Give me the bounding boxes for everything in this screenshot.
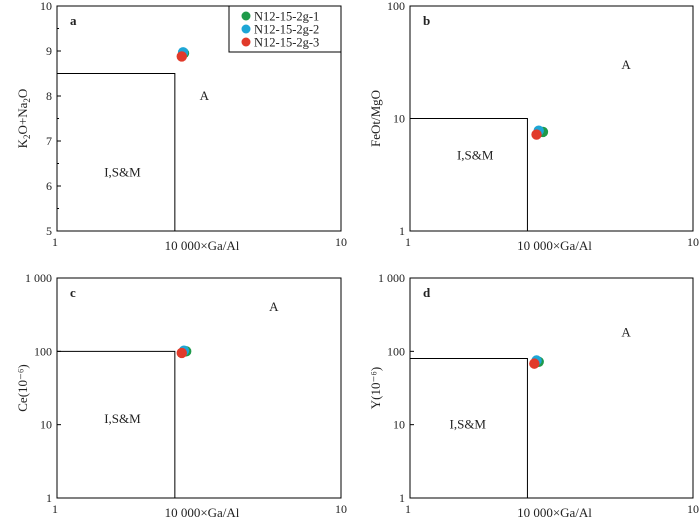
label-part: O+Na	[15, 102, 30, 134]
x-tick-label: 10	[335, 235, 347, 249]
x-tick-label: 10	[687, 502, 699, 516]
y-tick-label: 10	[40, 0, 52, 13]
panel-label: d	[423, 285, 431, 300]
legend-marker	[241, 11, 251, 21]
chart-panel-c: 1 10 100 1 000 1 10 10 000×Ga/Al Ce(10⁻⁶) c A I,S&…	[15, 271, 347, 520]
discrimination-boundary	[57, 73, 176, 231]
panel-label: c	[70, 285, 76, 300]
y-tick-label: 100	[387, 0, 405, 13]
data-point-N12-15-2g-3	[176, 347, 187, 359]
y-tick-label: 9	[46, 44, 52, 58]
y-axis-label: K2O+Na2O	[15, 89, 32, 149]
data-point-N12-15-2g-3	[176, 51, 187, 62]
x-tick-label: 10	[335, 502, 347, 516]
y-axis-label: Ce(10⁻⁶)	[15, 364, 30, 412]
x-axis-label: 10 000×Ga/Al	[165, 238, 240, 253]
discrimination-boundary	[410, 357, 528, 498]
chart-panel-b: 1 10 100 1 10 10 000×Ga/Al FeOt/MgO b A I,S&M	[368, 0, 699, 253]
region-label-a-type: A	[269, 299, 279, 314]
legend-entry: N12-15-2g-1	[254, 10, 319, 24]
y-axis-label: Y(10⁻⁶)	[368, 367, 383, 409]
x-tick-label: 1	[405, 235, 411, 249]
label-part: O	[15, 89, 30, 98]
y-tick-label: 1	[46, 491, 52, 505]
x-axis-label: 10 000×Ga/Al	[517, 238, 592, 253]
y-tick-label: 10	[393, 418, 405, 432]
legend-marker	[241, 24, 251, 34]
label-part: K	[15, 138, 30, 148]
legend-entry: N12-15-2g-3	[254, 36, 319, 50]
data-point-N12-15-2g-3	[529, 358, 540, 369]
chart-panel-d: 1 10 100 1 000 1 10 10 000×Ga/Al Y(10⁻⁶) d A I,S&M	[368, 271, 699, 520]
x-axis-label: 10 000×Ga/Al	[165, 505, 240, 520]
y-tick-label: 1	[399, 491, 405, 505]
subscript: 2	[22, 98, 32, 103]
y-tick-label: 1	[399, 224, 405, 238]
x-tick-label: 10	[687, 235, 699, 249]
y-tick-label: 5	[46, 224, 52, 238]
y-tick-label: 7	[46, 134, 52, 148]
plot-frame	[56, 277, 342, 499]
x-tick-label: 1	[52, 502, 58, 516]
x-tick-label: 1	[52, 235, 58, 249]
y-tick-label: 10	[40, 418, 52, 432]
region-label-ism-type: I,S&M	[104, 411, 141, 426]
region-label-a-type: A	[621, 325, 631, 340]
y-tick-label: 8	[46, 89, 52, 103]
subscript: 2	[22, 134, 32, 139]
data-point-N12-15-2g-3	[531, 129, 542, 140]
y-tick-label: 1 000	[378, 271, 405, 285]
y-tick-label: 100	[387, 344, 405, 358]
plot-frame	[409, 277, 694, 499]
region-label-a-type: A	[621, 57, 631, 72]
x-tick-label: 1	[405, 502, 411, 516]
region-label-ism-type: I,S&M	[450, 417, 487, 432]
panel-label: a	[70, 13, 77, 28]
panel-label: b	[423, 13, 430, 28]
discrimination-boundary	[57, 350, 176, 498]
region-label-ism-type: I,S&M	[104, 165, 141, 180]
y-tick-label: 6	[46, 179, 52, 193]
discrimination-boundary	[410, 118, 528, 231]
y-tick-label: 100	[34, 344, 52, 358]
legend-frame	[228, 6, 341, 53]
region-label-a-type: A	[200, 88, 210, 103]
y-tick-label: 10	[393, 112, 405, 126]
region-label-ism-type: I,S&M	[457, 147, 494, 162]
y-tick-label: 1 000	[25, 271, 52, 285]
x-axis-label: 10 000×Ga/Al	[517, 505, 592, 520]
y-axis-label: FeOt/MgO	[368, 90, 383, 147]
legend-entry: N12-15-2g-2	[254, 23, 319, 37]
legend-marker	[241, 37, 251, 47]
